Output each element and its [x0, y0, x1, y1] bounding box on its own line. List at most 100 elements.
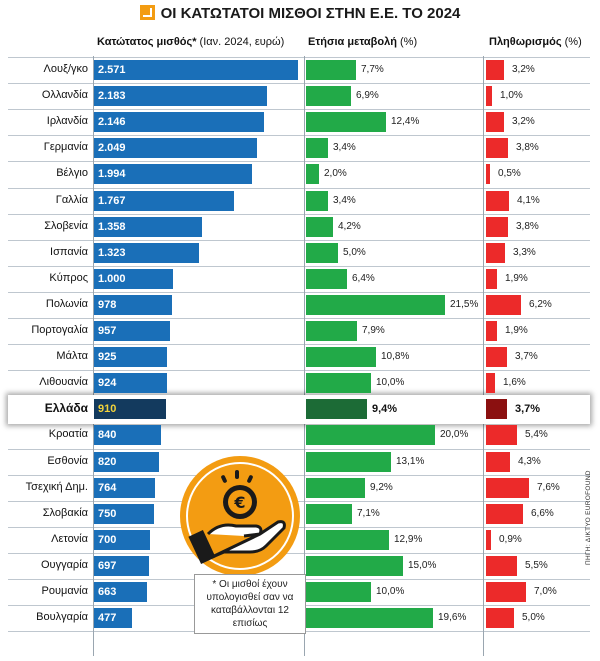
wage-bar [94, 582, 147, 602]
wage-bar [94, 478, 155, 498]
category-label: Λουξ/γκο [43, 63, 88, 75]
svg-text:€: € [233, 493, 245, 512]
row-divider [8, 214, 590, 215]
wage-bar [94, 217, 202, 237]
category-label: Γαλλία [55, 194, 88, 206]
wage-value-label: 820 [98, 456, 117, 468]
change-bar [306, 504, 352, 524]
inflation-bar [486, 582, 526, 602]
wage-bar [94, 530, 150, 550]
inflation-value-label: 3,2% [512, 64, 535, 75]
change-value-label: 20,0% [440, 429, 469, 440]
inflation-bar [486, 608, 514, 628]
change-value-label: 9,2% [370, 482, 393, 493]
source-note: ΠΗΓΗ: ΔΙΚΤΥΟ EUROFOUND [585, 470, 592, 565]
row-divider [8, 161, 590, 162]
column-divider [93, 56, 94, 656]
change-bar [306, 452, 391, 472]
wage-value-label: 1.994 [98, 168, 126, 180]
row-divider [8, 475, 590, 476]
change-value-label: 9,4% [372, 403, 398, 415]
wage-value-label: 1.358 [98, 221, 126, 233]
wage-value-label: 1.767 [98, 195, 126, 207]
row-divider [8, 449, 590, 450]
inflation-value-label: 7,0% [534, 586, 557, 597]
wage-column-header: Κατώτατος μισθός* (Ιαν. 2024, ευρώ) [97, 36, 284, 48]
change-value-label: 21,5% [450, 299, 479, 310]
category-label: Ουγγαρία [41, 559, 88, 571]
inflation-bar [486, 138, 508, 158]
row-divider [8, 57, 590, 58]
inflation-value-label: 1,0% [500, 90, 523, 101]
inflation-bar [486, 530, 491, 550]
row-divider [8, 344, 590, 345]
change-value-label: 5,0% [343, 247, 366, 258]
wage-value-label: 957 [98, 325, 117, 337]
category-label: Ιρλανδία [46, 115, 88, 127]
wage-value-label: 697 [98, 560, 117, 572]
wage-bar [94, 243, 199, 263]
wage-bar [94, 452, 159, 472]
inflation-value-label: 3,7% [515, 351, 538, 362]
change-header-rest: (%) [396, 36, 418, 48]
wage-bar [94, 191, 234, 211]
change-value-label: 6,9% [356, 90, 379, 101]
category-label: Εσθονία [47, 455, 88, 467]
change-value-label: 2,0% [324, 168, 347, 179]
category-label: Τσεχική Δημ. [25, 481, 88, 493]
change-column-header: Ετήσια μεταβολή (%) [308, 36, 417, 48]
change-bar [306, 269, 347, 289]
inflation-bar [486, 478, 529, 498]
row-divider [8, 318, 590, 319]
inflation-bar [486, 347, 507, 367]
footnote: * Οι μισθοί έχουν υπολογισθεί σαν να κατ… [194, 574, 306, 634]
change-bar [306, 582, 371, 602]
change-value-label: 12,4% [391, 116, 420, 127]
inflation-header-bold: Πληθωρισμός [489, 36, 562, 48]
wage-bar [94, 373, 167, 393]
category-label: Ρουμανία [41, 585, 88, 597]
wage-bar [94, 112, 264, 132]
column-divider [304, 56, 305, 656]
category-label: Ολλανδία [41, 89, 88, 101]
wage-value-label: 924 [98, 377, 117, 389]
inflation-bar [486, 504, 523, 524]
inflation-value-label: 3,8% [516, 221, 539, 232]
inflation-bar [486, 373, 495, 393]
inflation-value-label: 1,6% [503, 377, 526, 388]
wage-bar [94, 608, 132, 628]
inflation-bar [486, 191, 509, 211]
row-divider [8, 527, 590, 528]
category-label: Μάλτα [56, 350, 88, 362]
wage-value-label: 1.323 [98, 247, 126, 259]
wage-bar [94, 164, 252, 184]
arrow-down-right-icon [139, 4, 155, 20]
row-divider [8, 553, 590, 554]
wage-bar [94, 60, 298, 80]
category-label: Σλοβενία [44, 220, 88, 232]
inflation-value-label: 4,3% [518, 456, 541, 467]
row-divider [8, 188, 590, 189]
chart-title: ΟΙ ΚΑΤΩΤΑΤΟΙ ΜΙΣΘΟΙ ΣΤΗΝ Ε.Ε. ΤΟ 2024 [0, 0, 600, 28]
inflation-bar [486, 86, 492, 106]
category-label: Ισπανία [50, 246, 88, 258]
change-value-label: 13,1% [396, 456, 425, 467]
inflation-value-label: 6,2% [529, 299, 552, 310]
hand-holding-euro-coin-icon: € [180, 456, 300, 576]
change-bar [306, 295, 445, 315]
category-label: Σλοβακία [42, 507, 88, 519]
wage-bar [94, 321, 170, 341]
wage-value-label: 764 [98, 482, 117, 494]
inflation-value-label: 5,4% [525, 429, 548, 440]
change-value-label: 3,4% [333, 195, 356, 206]
inflation-bar [486, 425, 517, 445]
change-bar [306, 425, 435, 445]
column-divider [483, 56, 484, 656]
change-bar [306, 608, 433, 628]
inflation-bar [486, 556, 517, 576]
inflation-value-label: 1,9% [505, 273, 528, 284]
inflation-value-label: 6,6% [531, 508, 554, 519]
wage-header-rest: (Ιαν. 2024, ευρώ) [196, 36, 285, 48]
category-label: Πολωνία [45, 298, 88, 310]
wage-value-label: 840 [98, 429, 117, 441]
